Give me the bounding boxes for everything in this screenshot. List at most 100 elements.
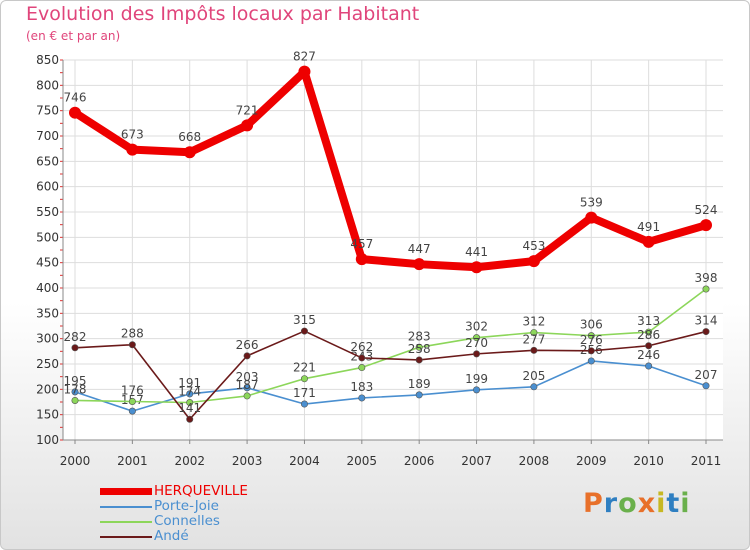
data-label-porte-joie: 205 [522,369,545,383]
data-label-ande: 258 [408,342,431,356]
y-tick-label: 600 [36,180,59,194]
data-point-connelles [128,397,136,405]
data-label-ande: 262 [350,340,373,354]
data-label-porte-joie: 189 [408,377,431,391]
x-tick-label: 2003 [232,454,263,468]
x-tick-label: 2006 [404,454,435,468]
data-label-ande: 314 [695,314,718,328]
x-tick-label: 2002 [174,454,205,468]
data-label-connelles: 312 [522,315,545,329]
data-label-ande: 288 [121,327,144,341]
data-point-porte-joie [702,382,710,390]
series-line-porte-joie [74,360,707,412]
y-tick-label: 650 [36,154,59,168]
x-tick-label: 2000 [60,454,91,468]
data-label-ande: 270 [465,336,488,350]
data-label-herqueville: 827 [293,50,316,64]
y-tick-label: 750 [36,104,59,118]
data-label-herqueville: 539 [580,196,603,210]
data-label-connelles: 398 [695,271,718,285]
data-label-ande: 282 [64,330,87,344]
data-point-connelles [587,332,595,340]
data-point-connelles [530,329,538,337]
y-tick-label: 400 [36,281,59,295]
chart-title: Evolution des Impôts locaux par Habitant [26,3,420,25]
data-label-ande: 266 [236,338,259,352]
data-point-porte-joie [243,384,251,392]
data-point-connelles [300,375,308,383]
data-point-connelles [243,392,251,400]
data-label-porte-joie: 171 [293,386,316,400]
data-label-porte-joie: 199 [465,372,488,386]
data-label-porte-joie: 191 [178,376,201,390]
series-line-connelles [74,288,707,404]
legend-swatch [100,488,152,495]
y-tick-label: 850 [36,53,59,67]
plot-area [63,60,723,440]
y-tick-label: 250 [36,357,59,371]
series-line-ande [74,330,707,421]
data-label-herqueville: 524 [695,203,718,217]
y-tick-label: 150 [36,408,59,422]
data-point-ande [702,328,710,336]
y-tick-label: 450 [36,256,59,270]
data-label-connelles: 302 [465,320,488,334]
data-point-connelles [358,364,366,372]
data-label-ande: 277 [522,332,545,346]
data-label-ande: 315 [293,313,316,327]
y-tick-label: 700 [36,129,59,143]
data-point-herqueville [183,146,196,159]
data-point-herqueville [700,219,712,232]
data-label-herqueville: 447 [408,242,431,256]
x-tick-label: 2007 [461,454,492,468]
data-point-herqueville [527,255,540,268]
data-point-porte-joie [530,383,538,391]
logo-letter: i [680,488,691,519]
legend-swatch [100,536,152,538]
logo-letter: P [583,488,604,519]
data-point-connelles [71,396,79,404]
data-point-porte-joie [645,362,653,370]
legend-swatch [100,521,152,523]
data-label-ande: 276 [580,333,603,347]
y-tick-label: 500 [36,230,59,244]
data-label-herqueville: 721 [236,103,259,117]
data-point-porte-joie [186,390,194,398]
data-label-herqueville: 453 [522,239,545,253]
logo-letter: r [603,488,619,519]
data-label-connelles: 306 [580,318,603,332]
chart-subtitle: (en € et par an) [26,29,121,43]
data-label-connelles: 313 [637,314,660,328]
data-label-connelles: 221 [293,361,316,375]
data-point-porte-joie [128,407,136,415]
data-label-herqueville: 457 [350,237,373,251]
x-tick-label: 2005 [347,454,378,468]
data-point-ande [415,356,423,364]
data-point-herqueville [69,106,81,119]
data-point-porte-joie [587,357,595,365]
data-label-connelles: 283 [408,329,431,343]
data-point-herqueville [470,261,483,274]
y-tick-label: 100 [36,433,59,447]
data-point-ande [473,350,481,358]
data-label-herqueville: 441 [465,245,488,259]
data-label-connelles: 174 [178,385,201,399]
data-label-connelles: 176 [121,383,144,397]
data-label-connelles: 187 [236,378,259,392]
legend-label: Porte-Joie [154,498,219,514]
data-label-connelles: 178 [64,382,87,396]
data-point-connelles [415,343,423,351]
legend-label: Connelles [154,513,220,529]
data-point-ande [358,354,366,362]
data-point-herqueville [298,65,311,78]
x-tick-label: 2009 [576,454,607,468]
x-tick-label: 2010 [633,454,664,468]
data-point-porte-joie [358,394,366,402]
data-point-porte-joie [300,400,308,408]
data-point-porte-joie [71,388,79,396]
data-point-herqueville [355,253,368,266]
data-point-herqueville [642,235,655,248]
data-point-ande [300,327,308,335]
x-tick-label: 2008 [519,454,550,468]
